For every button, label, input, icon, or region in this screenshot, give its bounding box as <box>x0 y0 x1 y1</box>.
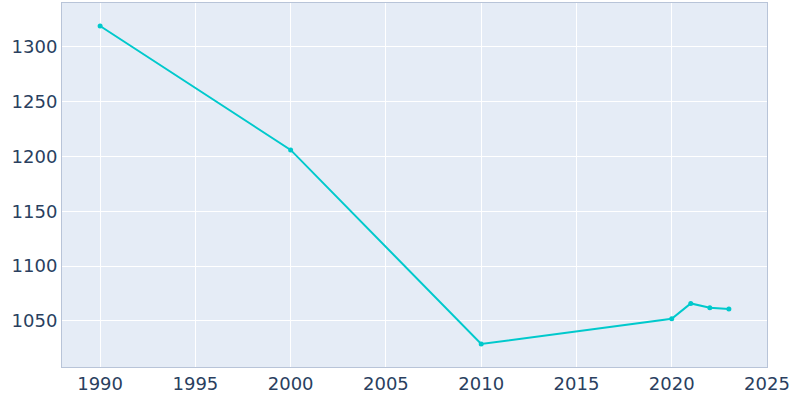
svg-text:1995: 1995 <box>172 373 218 394</box>
svg-text:2000: 2000 <box>268 373 314 394</box>
svg-text:1990: 1990 <box>77 373 123 394</box>
svg-text:1150: 1150 <box>12 201 58 222</box>
svg-text:1200: 1200 <box>12 146 58 167</box>
svg-text:2015: 2015 <box>554 373 600 394</box>
svg-text:2020: 2020 <box>649 373 695 394</box>
svg-text:1100: 1100 <box>12 255 58 276</box>
svg-text:2025: 2025 <box>744 373 790 394</box>
svg-text:2005: 2005 <box>363 373 409 394</box>
svg-text:1300: 1300 <box>12 36 58 57</box>
svg-text:1050: 1050 <box>12 310 58 331</box>
svg-text:2010: 2010 <box>458 373 504 394</box>
svg-text:1250: 1250 <box>12 91 58 112</box>
